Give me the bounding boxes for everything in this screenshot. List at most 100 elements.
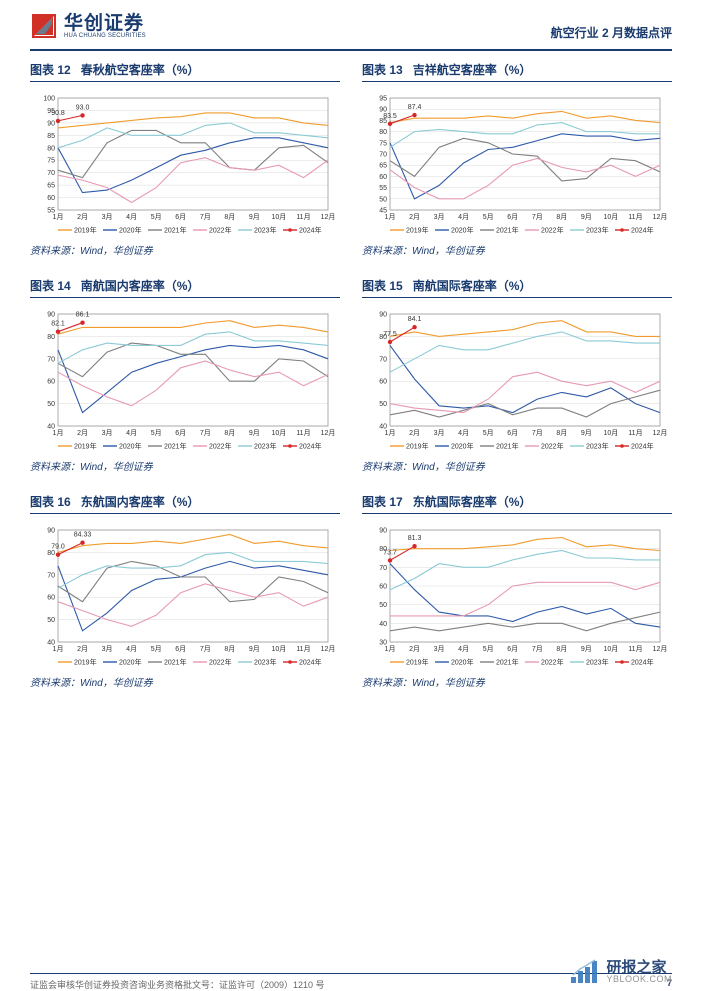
svg-text:8月: 8月 <box>224 645 235 653</box>
svg-text:12月: 12月 <box>653 429 668 437</box>
svg-text:6月: 6月 <box>507 429 518 437</box>
svg-text:70: 70 <box>379 356 387 363</box>
doc-title: 航空行业 2 月数据点评 <box>551 12 672 41</box>
svg-text:50: 50 <box>47 401 55 408</box>
svg-text:9月: 9月 <box>581 429 592 437</box>
svg-text:90: 90 <box>47 528 55 535</box>
svg-text:60: 60 <box>47 595 55 602</box>
footer: 证监会审核华创证券投资咨询业务资格批文号：证监许可（2009）1210 号 7 … <box>0 973 702 991</box>
svg-text:80: 80 <box>47 145 55 152</box>
svg-text:2月: 2月 <box>409 213 420 221</box>
svg-text:2020年: 2020年 <box>119 658 142 667</box>
svg-text:7月: 7月 <box>200 429 211 437</box>
chart-title-text: 东航国内客座率（%） <box>81 493 200 510</box>
svg-text:8月: 8月 <box>556 429 567 437</box>
svg-text:2021年: 2021年 <box>164 226 187 235</box>
page: { "header": { "brand_cn": "华创证券", "brand… <box>0 0 702 991</box>
svg-text:83.5: 83.5 <box>383 113 397 120</box>
svg-text:50: 50 <box>47 617 55 624</box>
svg-text:6月: 6月 <box>507 645 518 653</box>
chart-title: 图表 15 南航国际客座率（%） <box>362 277 672 298</box>
svg-text:2022年: 2022年 <box>209 226 232 235</box>
svg-text:2024年: 2024年 <box>631 658 654 667</box>
svg-text:6月: 6月 <box>175 645 186 653</box>
svg-text:2月: 2月 <box>77 429 88 437</box>
svg-text:84.33: 84.33 <box>74 532 92 539</box>
svg-text:1月: 1月 <box>385 429 396 437</box>
logo-text: 华创证券 HUA CHUANG SECURITIES <box>64 14 146 39</box>
svg-text:12月: 12月 <box>321 213 336 221</box>
svg-text:84.1: 84.1 <box>408 316 422 323</box>
svg-text:70: 70 <box>379 152 387 159</box>
chart-number: 图表 15 <box>362 277 403 294</box>
chart-number: 图表 14 <box>30 277 71 294</box>
svg-text:1月: 1月 <box>385 645 396 653</box>
line-chart: 45505560657075808590951月2月3月4月5月6月7月8月9月… <box>362 88 672 238</box>
svg-text:5月: 5月 <box>483 645 494 653</box>
svg-text:70: 70 <box>47 572 55 579</box>
svg-text:79.0: 79.0 <box>51 544 65 551</box>
svg-text:11月: 11月 <box>296 213 310 221</box>
svg-text:12月: 12月 <box>653 645 668 653</box>
svg-text:40: 40 <box>379 621 387 628</box>
svg-text:4月: 4月 <box>458 645 469 653</box>
chart-title-text: 南航国际客座率（%） <box>413 277 532 294</box>
svg-text:70: 70 <box>379 565 387 572</box>
svg-text:12月: 12月 <box>653 213 668 221</box>
svg-text:2020年: 2020年 <box>451 442 474 451</box>
svg-text:86.1: 86.1 <box>76 312 90 319</box>
svg-text:8月: 8月 <box>556 213 567 221</box>
watermark: 研报之家 YBLOOK.COM <box>570 959 672 985</box>
svg-text:7月: 7月 <box>532 213 543 221</box>
svg-text:12月: 12月 <box>321 429 336 437</box>
svg-text:11月: 11月 <box>628 645 642 653</box>
svg-text:10月: 10月 <box>604 213 619 221</box>
svg-text:10月: 10月 <box>604 429 619 437</box>
svg-text:50: 50 <box>379 401 387 408</box>
chart-block: 图表 16东航国内客座率（%）4050607080901月2月3月4月5月6月7… <box>30 493 340 689</box>
chart-number: 图表 17 <box>362 493 403 510</box>
charts-grid: 图表 12春秋航空客座率（%）5560657075808590951001月2月… <box>0 61 702 689</box>
svg-text:2021年: 2021年 <box>164 442 187 451</box>
chart-title: 图表 17东航国际客座率（%） <box>362 493 672 514</box>
svg-text:2022年: 2022年 <box>541 226 564 235</box>
svg-text:4月: 4月 <box>126 429 137 437</box>
svg-text:4月: 4月 <box>458 213 469 221</box>
footer-disclaimer: 证监会审核华创证券投资咨询业务资格批文号：证监许可（2009）1210 号 <box>30 978 325 991</box>
svg-text:11月: 11月 <box>296 429 310 437</box>
svg-text:2024年: 2024年 <box>299 226 322 235</box>
logo-mark <box>30 12 58 40</box>
svg-text:2019年: 2019年 <box>74 658 97 667</box>
svg-text:9月: 9月 <box>249 645 260 653</box>
line-chart: 4050607080901月2月3月4月5月6月7月8月9月10月11月12月8… <box>30 304 340 454</box>
svg-text:2024年: 2024年 <box>631 442 654 451</box>
svg-text:2023年: 2023年 <box>254 658 277 667</box>
svg-text:80: 80 <box>379 129 387 136</box>
chart-block: 图表 15南航国际客座率（%）4050607080901月2月3月4月5月6月7… <box>362 277 672 473</box>
svg-text:60: 60 <box>379 584 387 591</box>
svg-text:10月: 10月 <box>272 213 287 221</box>
chart-title: 图表 14 南航国内客座率（%） <box>30 277 340 298</box>
brand-cn: 华创证券 <box>64 14 146 33</box>
svg-text:3月: 3月 <box>434 645 445 653</box>
chart-source: 资料来源：Wind，华创证券 <box>30 242 340 257</box>
svg-text:3月: 3月 <box>434 429 445 437</box>
chart-title-text: 春秋航空客座率（%） <box>81 61 200 78</box>
line-chart: 4050607080901月2月3月4月5月6月7月8月9月10月11月12月7… <box>30 520 340 670</box>
svg-text:10月: 10月 <box>272 429 287 437</box>
svg-text:75: 75 <box>379 140 387 147</box>
svg-text:5月: 5月 <box>151 645 162 653</box>
svg-text:3月: 3月 <box>102 429 113 437</box>
svg-text:7月: 7月 <box>200 213 211 221</box>
svg-text:2022年: 2022年 <box>541 442 564 451</box>
chart-source: 资料来源：Wind，华创证券 <box>30 458 340 473</box>
svg-text:50: 50 <box>379 602 387 609</box>
svg-text:2月: 2月 <box>77 213 88 221</box>
chart-title-text: 南航国内客座率（%） <box>81 277 200 294</box>
svg-text:12月: 12月 <box>321 645 336 653</box>
svg-text:6月: 6月 <box>507 213 518 221</box>
svg-text:10月: 10月 <box>272 645 287 653</box>
svg-text:7月: 7月 <box>532 645 543 653</box>
chart-block: 图表 14南航国内客座率（%）4050607080901月2月3月4月5月6月7… <box>30 277 340 473</box>
svg-text:2023年: 2023年 <box>586 226 609 235</box>
